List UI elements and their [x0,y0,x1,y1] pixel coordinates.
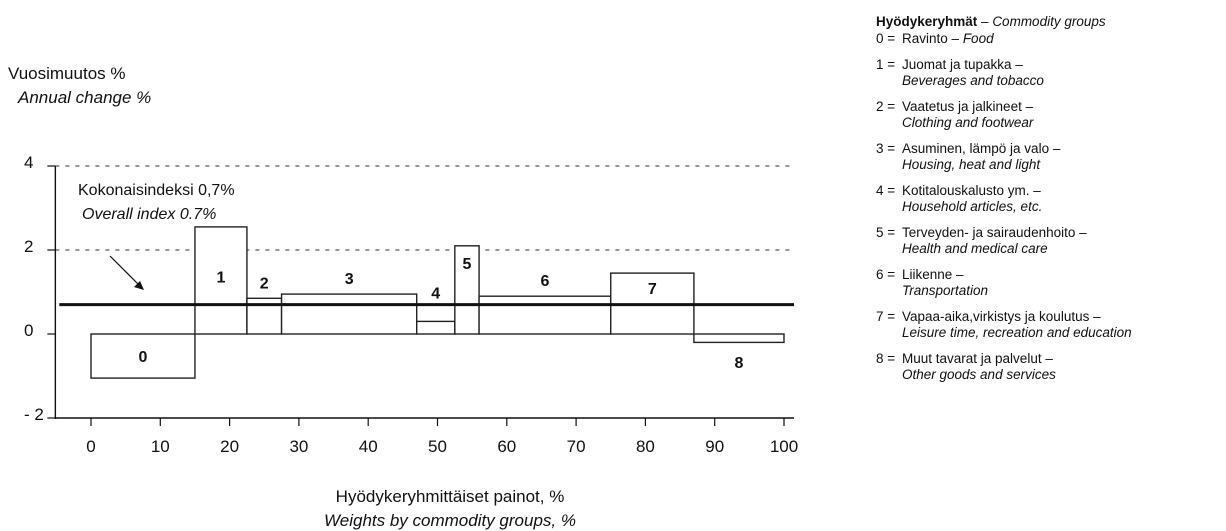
y-tick-label: - 2 [24,405,44,424]
legend-item-en: Housing, heat and light [902,157,1224,173]
legend-item-text: Vaatetus ja jalkineet – Clothing and foot… [902,99,1224,131]
x-axis-title-en: Weights by commodity groups, % [130,511,770,531]
legend-item-number: 3 = [876,141,902,173]
legend-item-number: 6 = [876,267,902,299]
bar-label: 2 [260,275,269,292]
overall-index-arrow [110,256,140,286]
legend-items: 0 = Ravinto – Food 1 = Juomat ja tupakka – B… [876,31,1224,383]
bar-label: 4 [431,286,440,303]
x-tick-label: 20 [220,437,239,456]
legend-item: 1 = Juomat ja tupakka – Beverages and toba… [876,57,1224,89]
x-tick-label: 80 [636,437,655,456]
legend-item-text: Ravinto – Food [902,31,1224,47]
legend-item-fi: Asuminen, lämpö ja valo – [902,141,1060,156]
legend-item-number: 0 = [876,31,902,47]
legend-item-text: Terveyden- ja sairaudenhoito – Health and… [902,225,1224,257]
legend-item: 0 = Ravinto – Food [876,31,1224,47]
legend-title-en: Commodity groups [992,14,1105,29]
legend-item-number: 7 = [876,309,902,341]
legend-item-text: Asuminen, lämpö ja valo – Housing, heat a… [902,141,1224,173]
legend-item-text: Kotitalouskalusto ym. – Household article… [902,183,1224,215]
overall-index-arrowhead [134,281,144,290]
legend-item-fi: Juomat ja tupakka – [902,57,1023,72]
legend-item: 3 = Asuminen, lämpö ja valo – Housing, hea… [876,141,1224,173]
y-tick-label: 4 [24,153,33,172]
bar-label: 6 [540,273,549,290]
x-tick-label: 100 [770,437,798,456]
legend-item-en: Beverages and tobacco [902,73,1224,89]
bar [417,321,455,334]
x-tick-label: 70 [567,437,586,456]
bar-label: 8 [735,355,744,372]
legend-title-separator: – [977,14,992,29]
x-tick-label: 10 [151,437,170,456]
bar-label: 0 [139,349,148,366]
x-axis-title-fi: Hyödykeryhmittäiset painot, % [130,487,770,507]
y-tick-label: 2 [24,237,33,256]
x-tick-label: 40 [359,437,378,456]
legend-item-text: Vapaa-aika,virkistys ja koulutus – Leisur… [902,309,1224,341]
legend-item-fi: Vapaa-aika,virkistys ja koulutus – [902,309,1101,324]
legend-item-fi: Ravinto – [902,31,959,46]
legend-item: 5 = Terveyden- ja sairaudenhoito – Health … [876,225,1224,257]
x-tick-label: 60 [497,437,516,456]
legend-item-en: Leisure time, recreation and education [902,325,1224,341]
bar-label: 5 [462,256,471,273]
bar-label: 3 [345,271,354,288]
x-tick-label: 0 [86,437,95,456]
legend-item-en: Health and medical care [902,241,1224,257]
legend: Hyödykeryhmät – Commodity groups 0 = Ravi… [876,14,1224,383]
legend-item-en: Food [963,31,994,46]
legend-item-fi: Liikenne – [902,267,964,282]
legend-item-fi: Vaatetus ja jalkineet – [902,99,1033,114]
legend-item-en: Clothing and footwear [902,115,1224,131]
legend-item-number: 1 = [876,57,902,89]
legend-item: 2 = Vaatetus ja jalkineet – Clothing and f… [876,99,1224,131]
legend-item-text: Muut tavarat ja palvelut – Other goods an… [902,351,1224,383]
legend-item-fi: Muut tavarat ja palvelut – [902,351,1053,366]
bar [479,296,611,334]
x-tick-label: 50 [428,437,447,456]
legend-title: Hyödykeryhmät – Commodity groups [876,14,1224,29]
legend-item-en: Household articles, etc. [902,199,1224,215]
x-tick-label: 90 [705,437,724,456]
legend-item: 8 = Muut tavarat ja palvelut – Other goods… [876,351,1224,383]
legend-item-number: 5 = [876,225,902,257]
legend-item: 7 = Vapaa-aika,virkistys ja koulutus – Lei… [876,309,1224,341]
legend-item: 4 = Kotitalouskalusto ym. – Household arti… [876,183,1224,215]
legend-item-fi: Terveyden- ja sairaudenhoito – [902,225,1087,240]
legend-item: 6 = Liikenne – Transportation [876,267,1224,299]
legend-item-number: 8 = [876,351,902,383]
x-tick-label: 30 [289,437,308,456]
legend-title-fi: Hyödykeryhmät [876,14,977,29]
legend-item-en: Transportation [902,283,1224,299]
legend-item-en: Other goods and services [902,367,1224,383]
y-tick-label: 0 [24,321,33,340]
legend-item-text: Liikenne – Transportation [902,267,1224,299]
bar-label: 7 [648,281,657,298]
legend-item-fi: Kotitalouskalusto ym. – [902,183,1041,198]
bar-label: 1 [216,269,225,286]
legend-item-number: 4 = [876,183,902,215]
legend-item-number: 2 = [876,99,902,131]
legend-item-text: Juomat ja tupakka – Beverages and tobacco [902,57,1224,89]
bar [694,334,784,342]
bar [282,294,417,334]
